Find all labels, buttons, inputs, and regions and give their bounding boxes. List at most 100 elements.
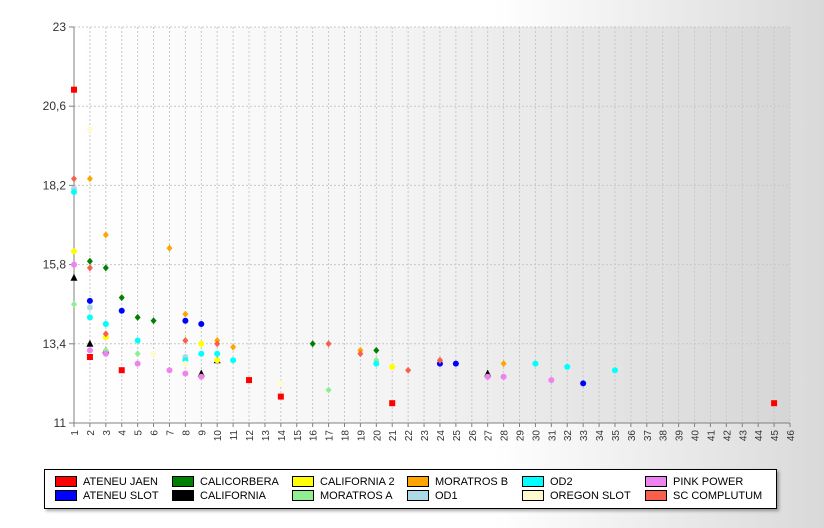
legend-label: SC COMPLUTUM (673, 489, 763, 502)
x-tick-label: 21 (388, 430, 399, 442)
y-tick-label: 23 (53, 20, 67, 34)
data-point (564, 363, 571, 370)
x-tick-label: 33 (579, 430, 590, 442)
legend-item: MORATROS B (407, 475, 508, 488)
x-tick-label: 8 (181, 430, 192, 436)
data-point (611, 367, 618, 374)
data-point (373, 346, 380, 354)
data-point (373, 360, 380, 367)
x-tick-label: 42 (722, 430, 733, 442)
legend-swatch (292, 476, 314, 487)
plot-background (74, 27, 790, 423)
data-point (118, 307, 125, 314)
legend-item: CALIFORNIA 2 (292, 475, 395, 488)
data-point (436, 356, 443, 364)
x-tick-label: 2 (86, 430, 97, 436)
x-tick-label: 39 (675, 430, 686, 442)
data-point (246, 377, 253, 384)
x-tick-label: 13 (261, 430, 272, 442)
x-tick-label: 7 (165, 430, 176, 436)
x-tick-label: 26 (468, 430, 479, 442)
data-point (484, 373, 491, 380)
x-tick-label: 40 (691, 430, 702, 442)
data-point (548, 377, 555, 384)
data-point (86, 347, 93, 354)
data-point (182, 317, 189, 324)
legend-swatch (172, 490, 194, 501)
legend-swatch (522, 476, 544, 487)
data-point (771, 400, 778, 407)
x-tick-label: 23 (420, 430, 431, 442)
data-point (532, 360, 539, 367)
data-point (325, 340, 332, 348)
x-tick-label: 14 (277, 430, 288, 442)
legend-label: CALIFORNIA (200, 489, 267, 502)
legend-item: CALIFORNIA (172, 489, 266, 502)
data-point (86, 126, 93, 133)
legend-item: MORATROS A (292, 489, 393, 502)
data-point (166, 367, 173, 374)
x-tick-label: 35 (611, 430, 622, 442)
data-point (71, 248, 77, 255)
x-tick-label: 12 (245, 430, 256, 442)
legend-swatch (645, 476, 667, 487)
legend-label: CALICORBERA (200, 475, 279, 488)
x-tick-label: 16 (309, 430, 320, 442)
data-point (102, 321, 109, 327)
legend-label: OD2 (550, 475, 573, 488)
legend-swatch (407, 490, 429, 501)
y-tick-label: 15,8 (43, 258, 67, 272)
legend-swatch (55, 490, 77, 501)
legend-swatch (292, 490, 314, 501)
data-point (230, 357, 237, 364)
data-point (277, 380, 284, 387)
data-point (198, 350, 205, 357)
data-point (198, 321, 205, 327)
data-point (118, 294, 125, 302)
legend-label: MORATROS B (435, 475, 509, 488)
data-point (389, 363, 396, 370)
data-point (325, 386, 332, 394)
legend: ATENEU JAEN ATENEU SLOT CALICORBERA CALIFOR… (44, 469, 777, 509)
data-point (86, 297, 93, 304)
data-point (357, 350, 364, 358)
x-tick-label: 17 (325, 430, 336, 442)
data-point (182, 360, 189, 367)
legend-label: MORATROS A (320, 489, 393, 502)
legend-item: SC COMPLUTUM (645, 489, 762, 502)
data-point (452, 360, 459, 367)
x-tick-label: 25 (452, 430, 463, 442)
data-point (230, 343, 237, 351)
data-point (198, 340, 205, 347)
legend-item: ATENEU SLOT (55, 489, 159, 502)
x-tick-label: 30 (531, 430, 542, 442)
data-point (198, 373, 205, 380)
y-tick-label: 11 (54, 416, 67, 430)
data-point (86, 264, 93, 272)
data-point (405, 366, 412, 374)
legend-swatch (172, 476, 194, 487)
data-point (102, 350, 109, 357)
x-tick-label: 29 (516, 430, 527, 442)
x-tick-label: 24 (436, 430, 447, 442)
data-point (134, 337, 141, 344)
data-point (182, 337, 189, 344)
data-point (214, 350, 221, 357)
data-point (500, 360, 507, 368)
y-tick-label: 13,4 (43, 337, 67, 351)
x-tick-label: 20 (372, 430, 383, 442)
data-point (70, 273, 78, 281)
data-point (182, 370, 189, 377)
x-tick-label: 41 (706, 430, 717, 442)
legend-swatch (645, 490, 667, 501)
x-tick-label: 5 (134, 430, 145, 436)
data-point (71, 189, 77, 195)
data-point (389, 400, 396, 407)
data-point (182, 310, 189, 318)
data-point (214, 340, 221, 348)
x-tick-label: 37 (643, 430, 654, 442)
legend-item: PINK POWER (645, 475, 743, 488)
x-tick-label: 38 (659, 430, 670, 442)
x-tick-label: 32 (563, 430, 574, 442)
